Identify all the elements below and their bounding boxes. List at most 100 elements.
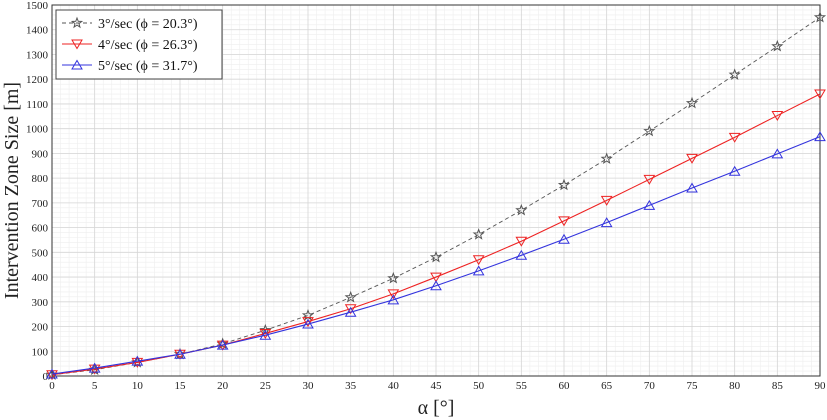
data-point — [771, 111, 784, 122]
y-tick-label: 800 — [32, 173, 49, 185]
y-tick-label: 200 — [32, 322, 49, 334]
y-tick-label: 1200 — [26, 74, 49, 86]
y-axis-label: Intervention Zone Size [m] — [1, 82, 23, 299]
data-point — [430, 280, 442, 291]
legend-label: 4°/sec (ϕ = 26.3°) — [98, 38, 198, 53]
y-tick-label: 700 — [32, 198, 49, 210]
data-point — [46, 370, 58, 381]
data-point — [387, 289, 400, 300]
x-tick-label: 30 — [303, 380, 315, 392]
x-tick-label: 75 — [687, 380, 699, 392]
data-point — [728, 132, 741, 143]
y-tick-label: 600 — [32, 223, 49, 235]
y-axis-ticks: 0 100 200 300 400 500 600 700 800 900 1000 1100 1200… — [26, 0, 49, 383]
data-point — [131, 357, 144, 368]
data-point — [558, 233, 570, 244]
x-tick-label: 0 — [49, 380, 55, 392]
data-point — [813, 10, 827, 23]
y-tick-label: 900 — [32, 148, 49, 160]
x-tick-label: 85 — [772, 380, 784, 392]
x-tick-label: 10 — [132, 380, 144, 392]
x-tick-label: 20 — [217, 380, 229, 392]
data-point — [515, 236, 528, 247]
data-point — [387, 294, 400, 305]
data-point — [472, 265, 485, 276]
y-tick-label: 1500 — [26, 0, 49, 12]
data-point — [728, 68, 741, 80]
y-tick-label: 300 — [32, 297, 49, 309]
data-point — [259, 323, 272, 336]
data-point — [216, 337, 229, 350]
data-point — [515, 249, 528, 260]
data-point — [728, 165, 741, 176]
legend: 3°/sec (ϕ = 20.3°) 4°/sec (ϕ = 26.3°) 5°/s… — [55, 9, 223, 80]
data-point — [814, 131, 826, 142]
data-point — [557, 178, 571, 191]
data-point — [643, 199, 656, 210]
legend-marker — [71, 59, 83, 70]
data-point — [771, 148, 784, 159]
data-point — [771, 39, 784, 52]
data-point — [430, 272, 442, 283]
data-point — [686, 153, 698, 164]
data-point — [472, 255, 485, 266]
data-point — [344, 306, 357, 317]
plot-frame — [51, 4, 821, 377]
data-point — [685, 96, 699, 109]
data-point — [686, 182, 698, 193]
series-3 — [46, 131, 826, 379]
data-point — [344, 304, 357, 315]
data-point — [302, 317, 314, 328]
x-tick-label: 5 — [92, 380, 98, 392]
x-tick-label: 80 — [729, 380, 741, 392]
data-point — [814, 89, 826, 100]
data-point — [259, 329, 272, 340]
data-point — [643, 124, 656, 137]
x-tick-label: 90 — [815, 380, 827, 392]
x-tick-label: 15 — [175, 380, 187, 392]
x-tick-label: 45 — [431, 380, 443, 392]
x-axis-label: α [°] — [418, 397, 455, 419]
data-point — [344, 290, 357, 303]
data-point — [46, 368, 58, 379]
y-tick-label: 100 — [32, 346, 49, 358]
data-point — [259, 328, 272, 339]
data-point — [515, 203, 528, 216]
x-tick-label: 55 — [516, 380, 528, 392]
x-tick-label: 60 — [559, 380, 571, 392]
data-point — [600, 217, 613, 228]
y-tick-label: 500 — [32, 247, 49, 259]
x-tick-label: 70 — [644, 380, 656, 392]
data-point — [88, 362, 101, 373]
y-tick-label: 1300 — [26, 49, 49, 61]
legend-marker — [71, 39, 83, 50]
data-point — [88, 364, 101, 375]
data-point — [131, 355, 144, 366]
y-tick-label: 0 — [43, 371, 49, 383]
data-point — [387, 271, 400, 284]
x-tick-label: 65 — [601, 380, 613, 392]
data-point — [429, 250, 443, 263]
x-tick-label: 35 — [345, 380, 357, 392]
data-point — [174, 348, 186, 359]
y-tick-label: 1100 — [26, 99, 48, 111]
series-line — [51, 136, 821, 375]
y-tick-label: 400 — [32, 272, 49, 284]
series-layer — [45, 10, 827, 381]
y-tick-label: 1000 — [26, 124, 49, 136]
data-point — [558, 216, 570, 227]
x-tick-label: 25 — [260, 380, 272, 392]
x-axis-ticks: 0 5 10 15 20 25 30 35 40 45 50 55 60 65 70 75 80 85 90 — [49, 380, 826, 392]
data-point — [643, 174, 656, 185]
y-tick-label: 1400 — [26, 25, 49, 37]
data-point — [216, 339, 229, 350]
data-point — [600, 195, 613, 206]
legend-label: 5°/sec (ϕ = 31.7°) — [98, 59, 198, 74]
legend-label: 3°/sec (ϕ = 20.3°) — [98, 17, 198, 32]
legend-marker — [70, 16, 84, 29]
x-tick-label: 50 — [473, 380, 485, 392]
data-point — [600, 152, 613, 165]
data-point — [472, 228, 485, 240]
x-tick-label: 40 — [388, 380, 400, 392]
